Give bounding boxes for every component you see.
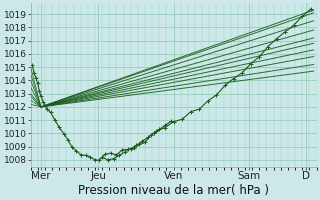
X-axis label: Pression niveau de la mer( hPa ): Pression niveau de la mer( hPa )	[78, 184, 269, 197]
